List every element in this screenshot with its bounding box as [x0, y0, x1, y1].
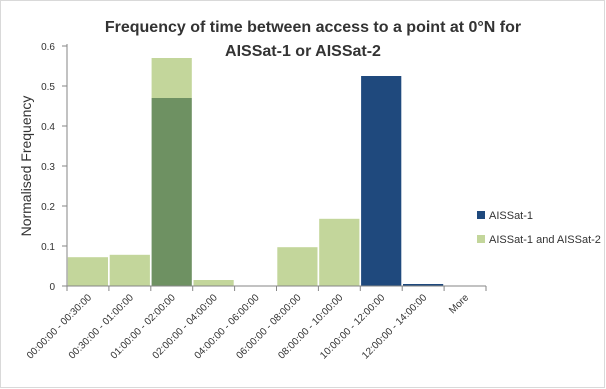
bar-aissat-1-and-aissat-2: [319, 218, 360, 286]
y-tick-label: 0.1: [41, 242, 55, 253]
y-tick-label: 0.6: [41, 42, 55, 53]
bar-group: [67, 58, 444, 286]
chart-title-line-1: Frequency of time between access to a po…: [105, 19, 521, 36]
bar-aissat-1-and-aissat-2: [151, 58, 192, 98]
y-tick-label: 0.2: [41, 202, 55, 213]
legend-swatch-aissat-1-and-aissat-2: [477, 235, 485, 243]
bar-aissat-1-and-aissat-2: [67, 257, 108, 286]
y-tick-label: 0.4: [41, 122, 55, 133]
legend-label-aissat-1: AISSat-1: [489, 210, 533, 222]
axes: [62, 44, 487, 291]
y-tick-label: 0.3: [41, 162, 55, 173]
bar-aissat-1: [361, 76, 402, 286]
y-axis-title: Normalised Frequency: [18, 96, 34, 237]
bar-aissat-1-and-aissat-2: [193, 280, 234, 286]
bar-aissat-1-and-aissat-2: [277, 247, 318, 286]
legend: AISSat-1 AISSat-1 and AISSat-2: [477, 210, 601, 246]
y-axis-tick-labels: 0 0.1 0.2 0.3 0.4 0.5 0.6: [41, 42, 55, 293]
x-tick-label: More: [447, 292, 471, 316]
y-tick-label: 0.5: [41, 82, 55, 93]
bar-aissat-1-and-aissat-2: [109, 254, 150, 286]
legend-label-aissat-1-and-aissat-2: AISSat-1 and AISSat-2: [489, 234, 601, 246]
bar-aissat-1: [403, 284, 444, 286]
bar-aissat-1: [151, 98, 192, 286]
y-tick-label: 0: [49, 282, 55, 293]
chart-title-line-2: AISSat-1 or AISSat-2: [225, 43, 381, 60]
legend-swatch-aissat-1: [477, 211, 485, 219]
